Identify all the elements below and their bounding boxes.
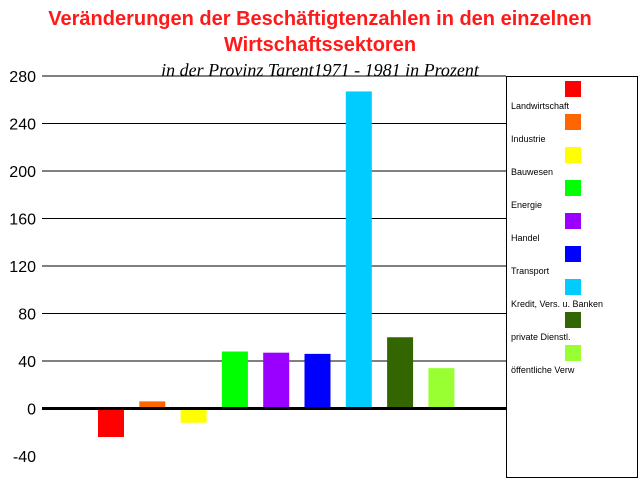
legend-swatch xyxy=(565,180,581,196)
legend-label: Bauwesen xyxy=(511,167,554,177)
legend-label: Handel xyxy=(511,233,540,243)
y-tick-label: 80 xyxy=(18,307,36,324)
legend-swatch xyxy=(565,81,581,97)
bar-chart: 280 240 200 160 120 80 40 0 -40 xyxy=(9,69,506,466)
legend-item: Transport xyxy=(507,246,639,280)
legend-item: öffentliche Verw xyxy=(507,345,639,379)
bar xyxy=(263,352,290,409)
legend-swatch xyxy=(565,312,581,328)
legend-item: private Dienstl. xyxy=(507,312,639,346)
legend-item: Handel xyxy=(507,213,639,247)
bar xyxy=(180,408,207,423)
bar xyxy=(345,91,372,409)
y-tick-label: 280 xyxy=(9,69,36,86)
legend-item: Bauwesen xyxy=(507,147,639,181)
legend-label: öffentliche Verw xyxy=(511,365,575,375)
legend-item: Kredit, Vers. u. Banken xyxy=(507,279,639,313)
legend-label: Kredit, Vers. u. Banken xyxy=(511,299,604,309)
y-tick-label: 0 xyxy=(27,402,36,419)
y-tick-label: 40 xyxy=(18,354,36,371)
y-tick-label: 160 xyxy=(9,212,36,229)
bar xyxy=(428,368,455,409)
bar xyxy=(304,353,331,409)
legend-item: Landwirtschaft xyxy=(507,81,639,115)
gridlines xyxy=(42,75,506,362)
chart-title-line2: Wirtschaftssektoren xyxy=(223,34,417,56)
legend-swatch xyxy=(565,114,581,130)
chart-title: Veränderungen der Beschäftigtenzahlen in… xyxy=(48,8,592,30)
y-tick-label: 240 xyxy=(9,117,36,134)
legend-swatch xyxy=(565,213,581,229)
legend-swatch xyxy=(565,147,581,163)
bar xyxy=(221,351,248,409)
bar xyxy=(387,337,414,409)
y-tick-label: 120 xyxy=(9,259,36,276)
legend: Landwirtschaft Industrie Bauwesen Energie Ha… xyxy=(506,76,638,478)
legend-swatch xyxy=(565,345,581,361)
legend-label: Industrie xyxy=(511,134,546,144)
legend-label: Landwirtschaft xyxy=(511,101,570,111)
legend-item: Energie xyxy=(507,180,639,214)
legend-item: Industrie xyxy=(507,114,639,148)
y-tick-label: 200 xyxy=(9,164,36,181)
legend-label: Transport xyxy=(511,266,550,276)
legend-label: private Dienstl. xyxy=(511,332,571,342)
legend-swatch xyxy=(565,246,581,262)
legend-swatch xyxy=(565,279,581,295)
bar xyxy=(139,401,166,409)
legend-label: Energie xyxy=(511,200,543,210)
y-axis-ticks: 280 240 200 160 120 80 40 0 -40 xyxy=(9,69,36,466)
bar xyxy=(98,408,124,437)
y-tick-label: -40 xyxy=(13,449,36,466)
chart-subtitle: in der Provinz Tarent1971 - 1981 in Proz… xyxy=(161,60,479,80)
bars xyxy=(98,91,455,437)
